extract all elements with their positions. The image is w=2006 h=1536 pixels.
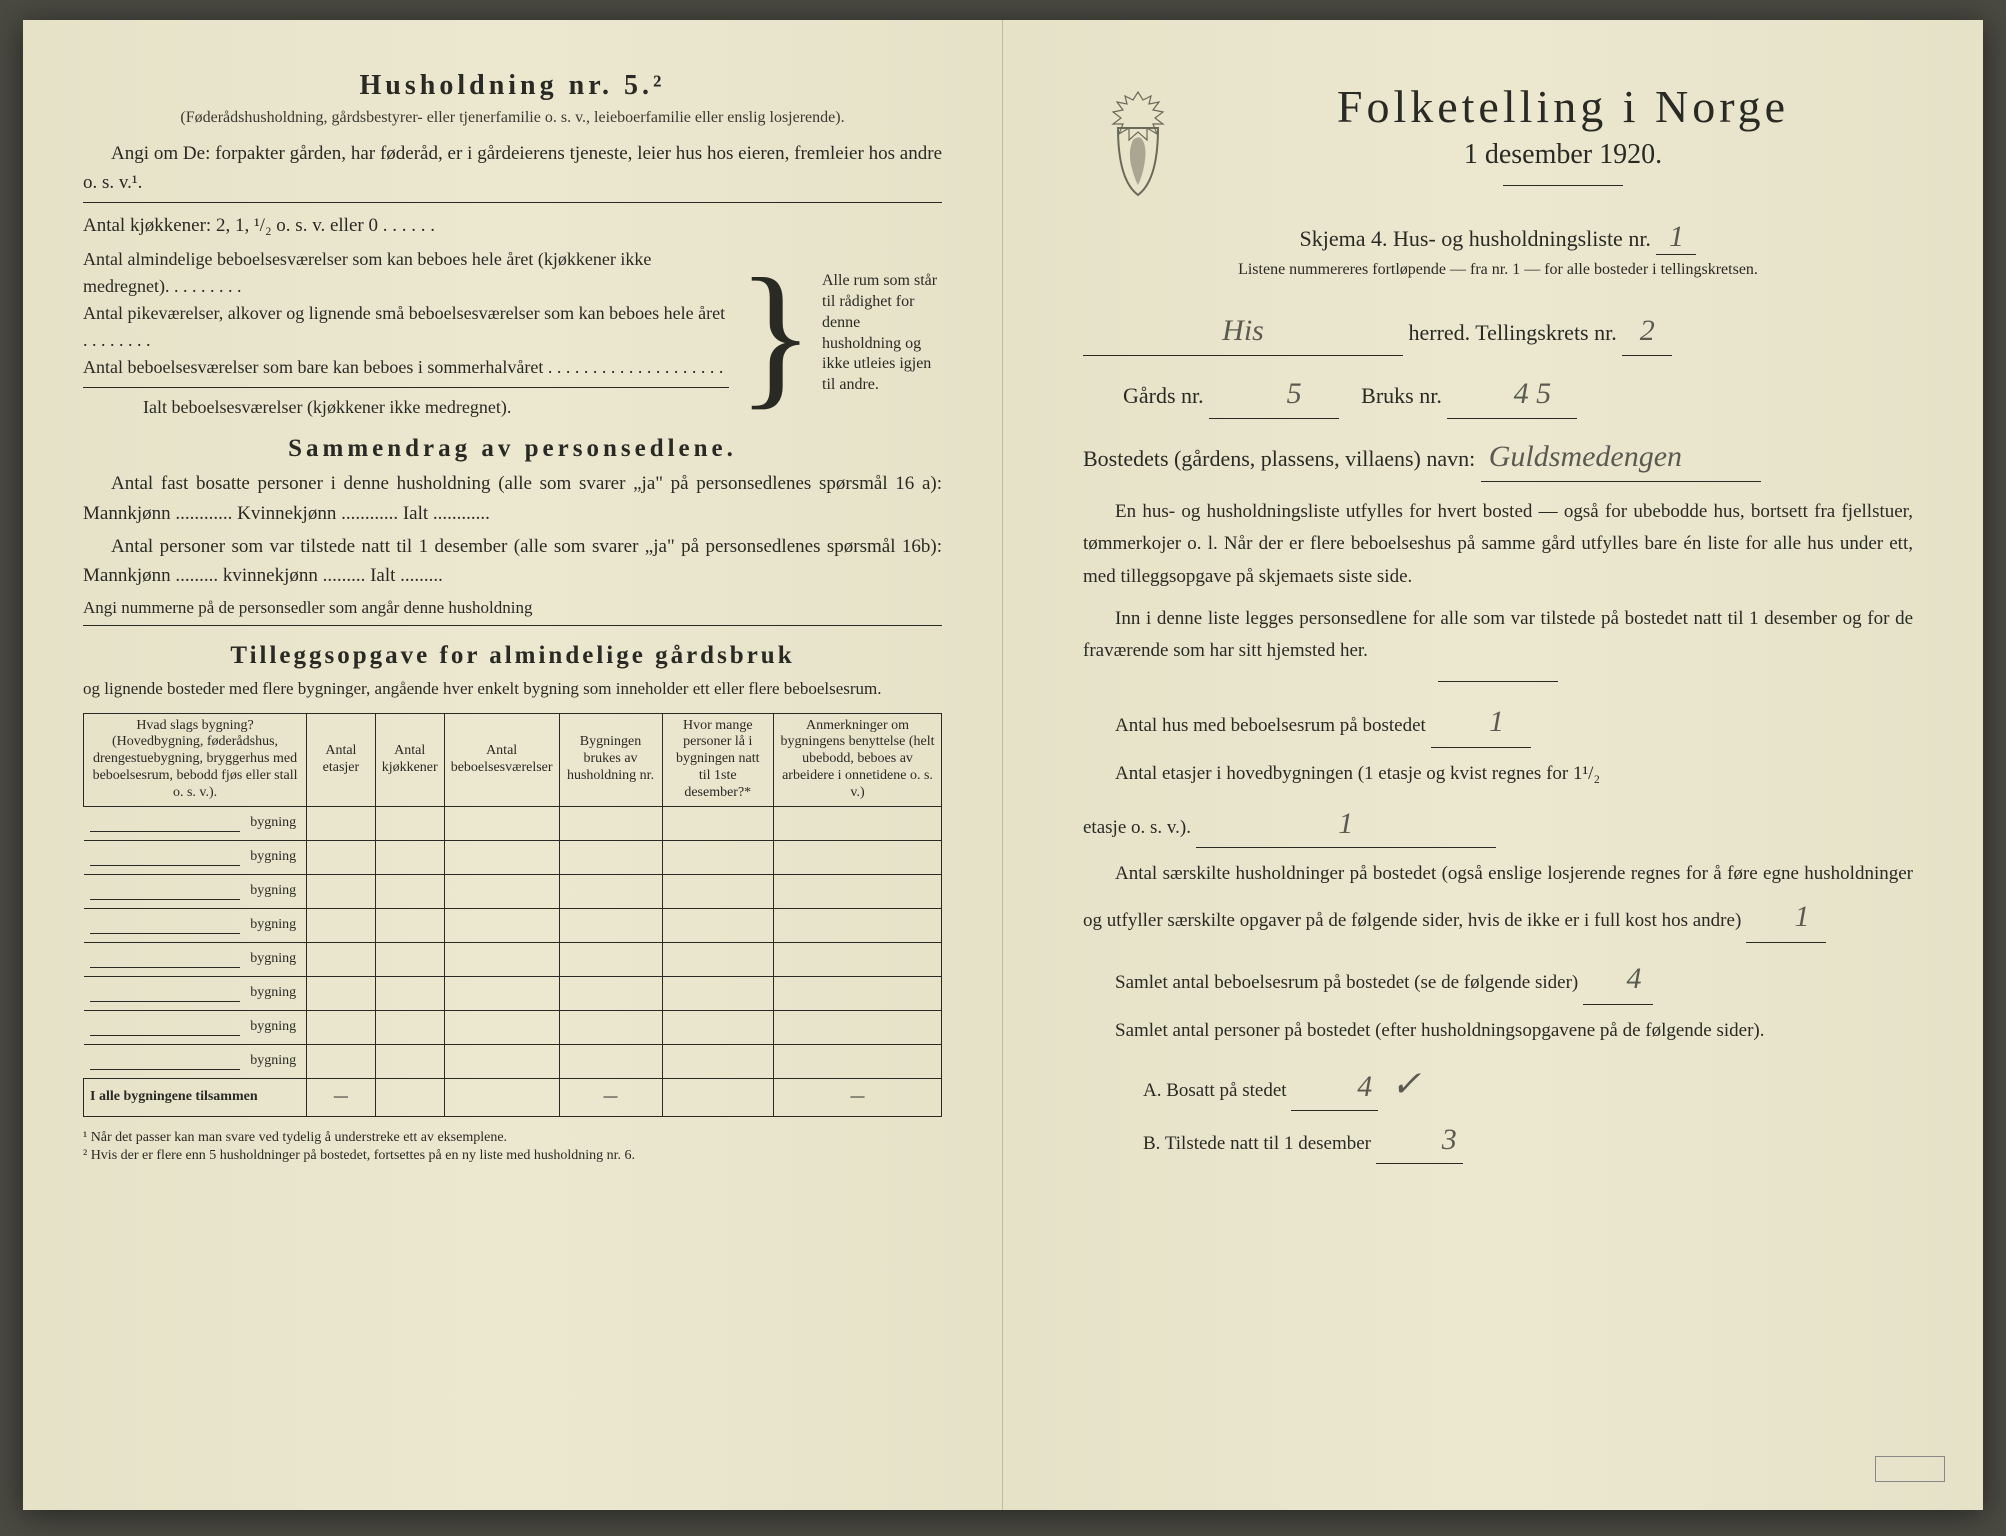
husholdning-title: Husholdning nr. 5.² — [83, 70, 942, 102]
v-hus: 1 — [1431, 696, 1531, 748]
col-kjokkener: Antal kjøkkener — [375, 713, 444, 806]
v-b: 3 — [1376, 1117, 1463, 1165]
building-table: Hvad slags bygning? (Hovedbygning, føder… — [83, 713, 942, 1117]
curly-brace-icon: } — [737, 254, 814, 414]
gard-bruks-row: Gårds nr. 5 Bruks nr. 4 5 — [1083, 370, 1913, 419]
skjema-nr-value: 1 — [1656, 220, 1696, 255]
right-page: Folketelling i Norge 1 desember 1920. Sk… — [1003, 20, 1983, 1510]
tillegg-sub: og lignende bosteder med flere bygninger… — [83, 676, 942, 702]
bosted-value: Guldsmedengen — [1481, 433, 1761, 482]
table-row: bygning — [84, 976, 942, 1010]
brace-row: Antal pikeværelser, alkover og lignende … — [83, 300, 729, 354]
building-rows: bygning bygning bygning bygning bygning … — [84, 806, 942, 1116]
census-date: 1 desember 1920. — [1213, 139, 1913, 171]
divider — [83, 202, 942, 203]
line-a: A. Bosatt på stedet 4 ✓ — [1083, 1057, 1913, 1113]
col-vaerelser: Antal beboelsesværelser — [444, 713, 559, 806]
herred-row: His herred. Tellingskrets nr. 2 — [1083, 307, 1913, 356]
room-brace-block: Antal almindelige beboelsesværelser som … — [83, 246, 942, 421]
table-row: bygning — [84, 908, 942, 942]
q-rum: Samlet antal beboelsesrum på bostedet (s… — [1083, 953, 1913, 1005]
col-etasjer: Antal etasjer — [307, 713, 376, 806]
footnote-2: ² Hvis der er flere enn 5 husholdninger … — [83, 1147, 942, 1166]
v-rum: 4 — [1583, 953, 1653, 1005]
herred-value: His — [1083, 307, 1403, 356]
brace-row: Antal beboelsesværelser som bare kan beb… — [83, 354, 729, 381]
bosted-row: Bostedets (gårdens, plassens, villaens) … — [1083, 433, 1913, 482]
coat-of-arms-icon — [1093, 90, 1183, 200]
sammendrag-p1: Antal fast bosatte personer i denne hush… — [83, 469, 942, 528]
bruks-nr-value: 4 5 — [1447, 370, 1577, 419]
brace-row: Antal almindelige beboelsesværelser som … — [83, 246, 729, 300]
q-husholdninger: Antal særskilte husholdninger på bostede… — [1083, 858, 1913, 942]
instruction-para-2: Inn i denne liste legges personsedlene f… — [1083, 603, 1913, 668]
sammendrag-p2: Antal personer som var tilstede natt til… — [83, 532, 942, 591]
divider — [83, 625, 942, 626]
divider — [1503, 185, 1623, 186]
v-husholdninger: 1 — [1746, 891, 1826, 943]
skjema-line: Skjema 4. Hus- og husholdningsliste nr. … — [1083, 220, 1913, 255]
right-header: Folketelling i Norge 1 desember 1920. — [1083, 80, 1913, 200]
left-page: Husholdning nr. 5.² (Føderådshusholdning… — [23, 20, 1003, 1510]
table-row: bygning — [84, 874, 942, 908]
table-header-row: Hvad slags bygning? (Hovedbygning, føder… — [84, 713, 942, 806]
line-b: B. Tilstede natt til 1 desember 3 — [1083, 1117, 1913, 1165]
q-etasjer: Antal etasjer i hovedbygningen (1 etasje… — [1083, 758, 1913, 790]
main-title: Folketelling i Norge — [1213, 80, 1913, 133]
v-etasjer: 1 — [1196, 801, 1496, 849]
footnotes: ¹ Når det passer kan man svare ved tydel… — [83, 1129, 942, 1167]
brace-row-total: Ialt beboelsesværelser (kjøkkener ikke m… — [83, 394, 729, 421]
col-husholdning: Bygningen brukes av husholdning nr. — [559, 713, 662, 806]
check-mark-icon: ✓ — [1391, 1064, 1421, 1104]
divider — [1438, 681, 1558, 682]
col-personer: Hvor mange personer lå i bygningen natt … — [662, 713, 774, 806]
sammendrag-title: Sammendrag av personsedlene. — [83, 435, 942, 463]
brace-caption: Alle rum som står til rådighet for denne… — [822, 271, 942, 396]
gard-nr-value: 5 — [1209, 370, 1339, 419]
table-row: bygning — [84, 840, 942, 874]
printer-stamp — [1875, 1456, 1945, 1482]
krets-nr-value: 2 — [1622, 307, 1672, 356]
col-anmerkninger: Anmerkninger om bygningens benyttelse (h… — [774, 713, 942, 806]
table-sum-row: I alle bygningene tilsammen — — — — [84, 1078, 942, 1116]
table-row: bygning — [84, 1044, 942, 1078]
instruction-para-1: En hus- og husholdningsliste utfylles fo… — [1083, 496, 1913, 593]
table-row: bygning — [84, 942, 942, 976]
table-row: bygning — [84, 806, 942, 840]
document-spread: Husholdning nr. 5.² (Føderådshusholdning… — [23, 20, 1983, 1510]
numbering-instruction: Listene nummereres fortløpende — fra nr.… — [1083, 261, 1913, 279]
sammendrag-p3: Angi nummerne på de personsedler som ang… — [83, 595, 942, 621]
v-a: 4 — [1291, 1064, 1378, 1112]
col-type: Hvad slags bygning? (Hovedbygning, føder… — [84, 713, 307, 806]
angi-om-de: Angi om De: forpakter gården, har føderå… — [83, 139, 942, 198]
q-hus: Antal hus med beboelsesrum på bostedet 1 — [1083, 696, 1913, 748]
footnote-1: ¹ Når det passer kan man svare ved tydel… — [83, 1129, 942, 1148]
tillegg-title: Tilleggsopgave for almindelige gårdsbruk — [83, 642, 942, 670]
q-etasjer-b: etasje o. s. v.). 1 — [1083, 801, 1913, 849]
q-personer: Samlet antal personer på bostedet (efter… — [1083, 1015, 1913, 1047]
divider — [83, 387, 729, 388]
table-row: bygning — [84, 1010, 942, 1044]
antal-kjokkener: Antal kjøkkener: 2, 1, ¹/₂ o. s. v. elle… — [83, 211, 942, 240]
husholdning-subtitle: (Føderådshusholdning, gårdsbestyrer- ell… — [83, 108, 942, 129]
